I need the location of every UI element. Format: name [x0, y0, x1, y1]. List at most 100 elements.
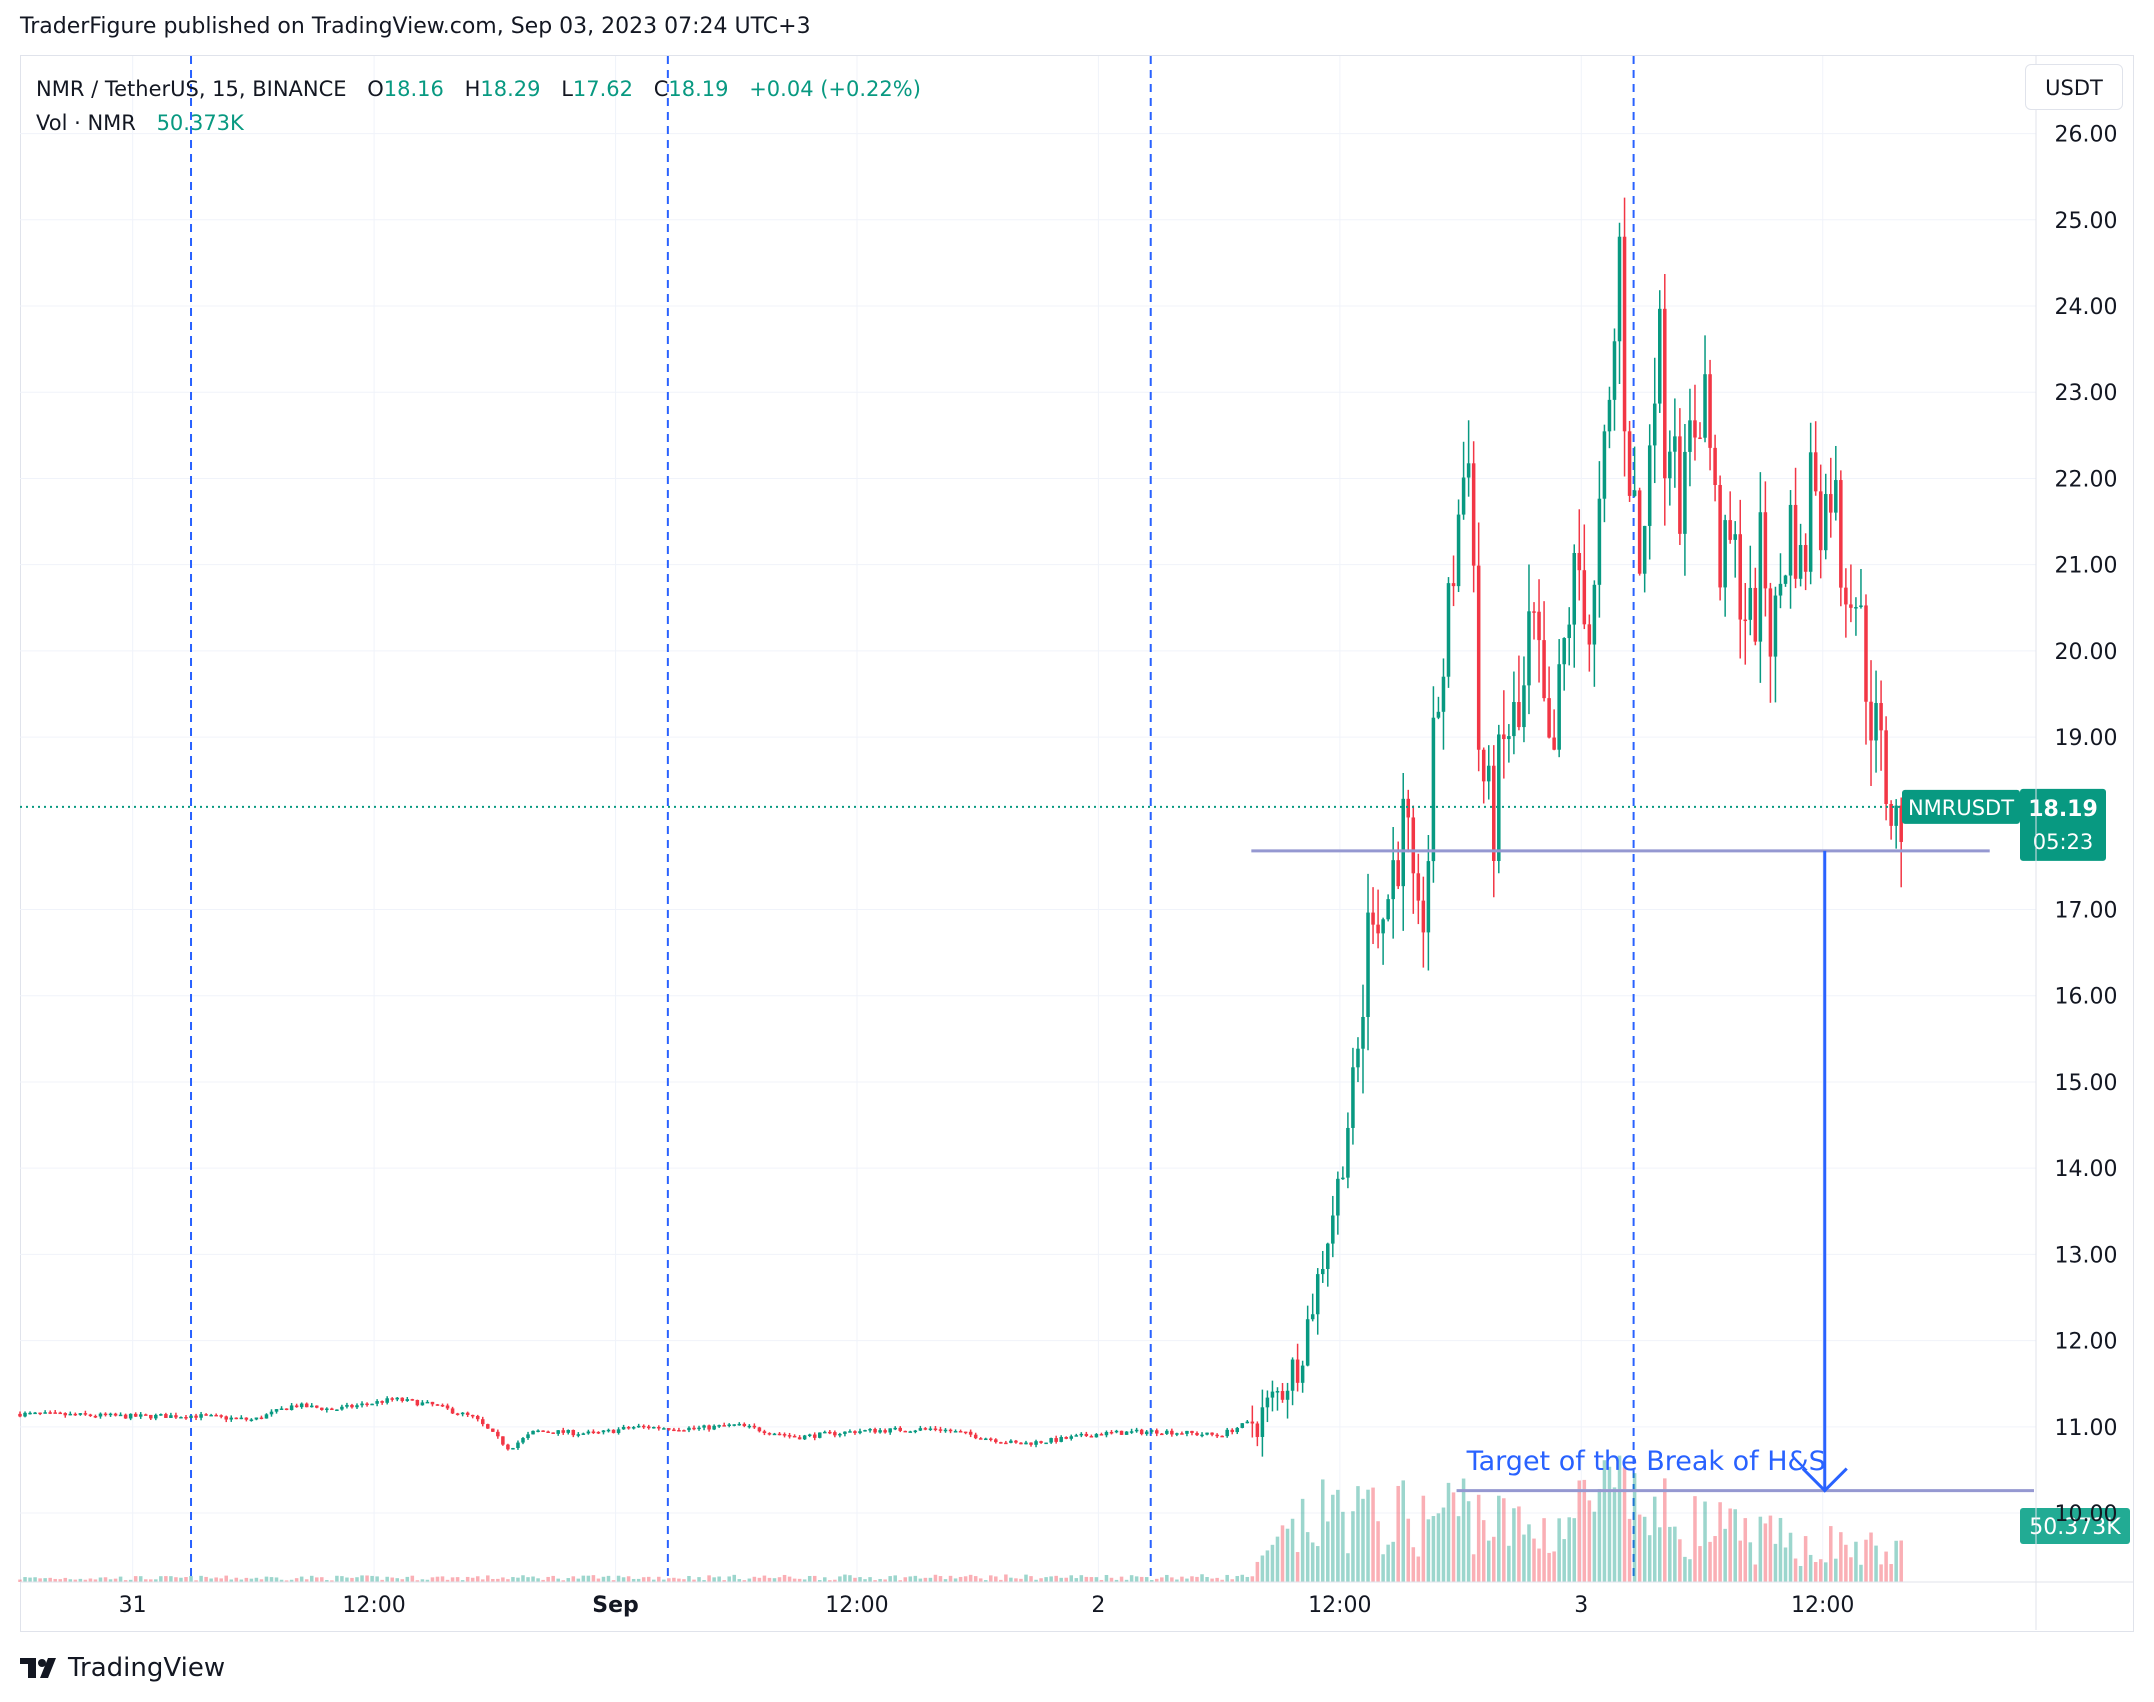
volume-bar: [1607, 1466, 1612, 1582]
volume-bar: [1170, 1577, 1174, 1582]
volume-bar: [1250, 1576, 1255, 1582]
volume-bar: [626, 1576, 631, 1582]
candle-body: [1829, 494, 1833, 513]
candle-body: [777, 1433, 782, 1436]
symbol-label[interactable]: NMR / TetherUS, 15, BINANCE: [36, 77, 347, 101]
volume-bar: [807, 1575, 812, 1582]
candle-body: [1527, 611, 1531, 686]
candle-body: [103, 1413, 108, 1416]
y-tick-label: 23.00: [2055, 381, 2118, 406]
volume-bar: [98, 1577, 103, 1582]
candle-body: [1155, 1430, 1159, 1434]
candle-body: [621, 1426, 626, 1430]
candle-body: [893, 1427, 897, 1430]
candle-body: [390, 1398, 394, 1400]
volume-bar: [48, 1577, 52, 1582]
candle-body: [843, 1431, 847, 1434]
y-tick-label: 10.00: [2055, 1502, 2118, 1527]
candle-body: [1532, 611, 1536, 613]
candle-body: [1039, 1441, 1043, 1443]
volume-bar: [1205, 1576, 1209, 1582]
candle-body: [1884, 730, 1888, 804]
volume-bar: [385, 1576, 389, 1582]
candle-body: [1894, 805, 1898, 826]
candle-body: [108, 1413, 113, 1416]
volume-bar: [1612, 1487, 1617, 1582]
candle-body: [1512, 702, 1516, 737]
candle-body: [1522, 685, 1526, 728]
candle-body: [1225, 1429, 1229, 1437]
candle-body: [1230, 1429, 1234, 1433]
candle-body: [1220, 1435, 1224, 1438]
candle-body: [78, 1413, 83, 1415]
volume-bar: [113, 1578, 118, 1582]
volume-bar: [486, 1575, 490, 1582]
volume-bar: [1753, 1564, 1758, 1582]
candle-body: [516, 1442, 520, 1449]
volume-bar: [38, 1578, 42, 1582]
volume-bar: [1773, 1543, 1778, 1582]
volume-bar: [1456, 1516, 1461, 1582]
low-value: 17.62: [572, 77, 634, 101]
candle-body: [169, 1415, 173, 1418]
candle-body: [1813, 452, 1818, 492]
volume-bar: [204, 1576, 208, 1582]
volume-bar: [400, 1579, 405, 1582]
volume-bar: [1421, 1495, 1426, 1582]
candle-body: [123, 1414, 128, 1419]
volume-bar: [863, 1579, 867, 1582]
volume-bar: [1542, 1518, 1546, 1582]
volume-bar: [812, 1575, 817, 1582]
volume-bar: [1793, 1558, 1798, 1582]
candle-body: [994, 1439, 998, 1443]
volume-bar: [717, 1576, 721, 1582]
volume-bar: [1160, 1577, 1164, 1582]
candle-body: [154, 1414, 158, 1419]
volume-bar: [425, 1579, 430, 1582]
volume-bar: [430, 1577, 435, 1582]
candle-body: [1331, 1215, 1335, 1244]
candle-body: [717, 1425, 721, 1427]
candle-body: [496, 1431, 500, 1437]
volume-bar: [878, 1578, 882, 1582]
volume-bar: [279, 1579, 284, 1582]
volume-bar: [1678, 1539, 1682, 1582]
candle-body: [1175, 1433, 1179, 1435]
volume-bar: [28, 1577, 32, 1582]
volume-bar: [1823, 1562, 1828, 1582]
candle-body: [1139, 1429, 1144, 1435]
volume-bar: [1320, 1479, 1325, 1582]
volume-bar: [948, 1575, 953, 1582]
volume-bar: [340, 1576, 344, 1582]
volume-bar: [169, 1576, 173, 1582]
candle-body: [1864, 605, 1868, 702]
candle-body: [1089, 1436, 1094, 1438]
candle-body: [828, 1431, 832, 1434]
candle-body: [1170, 1430, 1174, 1435]
volume-bar: [521, 1575, 525, 1582]
y-tick-label: 11.00: [2055, 1416, 2118, 1441]
candle-body: [576, 1434, 581, 1436]
candle-body: [983, 1438, 988, 1441]
volume-bar: [641, 1577, 646, 1582]
volume-bar: [1874, 1545, 1878, 1582]
volume-bar: [128, 1579, 133, 1582]
candle-body: [1129, 1431, 1134, 1433]
volume-bar: [1346, 1553, 1350, 1582]
candle-body: [511, 1448, 515, 1450]
candle-body: [1602, 431, 1607, 499]
volume-bar: [1351, 1511, 1355, 1582]
volume-bar: [1572, 1518, 1577, 1582]
volume-label[interactable]: Vol · NMR: [36, 111, 136, 135]
volume-bar: [370, 1575, 374, 1582]
volume-bar: [259, 1579, 264, 1582]
currency-button[interactable]: USDT: [2025, 64, 2123, 110]
volume-bar: [838, 1576, 842, 1582]
volume-bar: [284, 1580, 289, 1582]
candle-body: [1054, 1438, 1058, 1442]
volume-bar: [365, 1575, 369, 1582]
volume-bar: [1592, 1511, 1597, 1582]
candle-body: [143, 1414, 148, 1416]
volume-bar: [1290, 1518, 1295, 1582]
